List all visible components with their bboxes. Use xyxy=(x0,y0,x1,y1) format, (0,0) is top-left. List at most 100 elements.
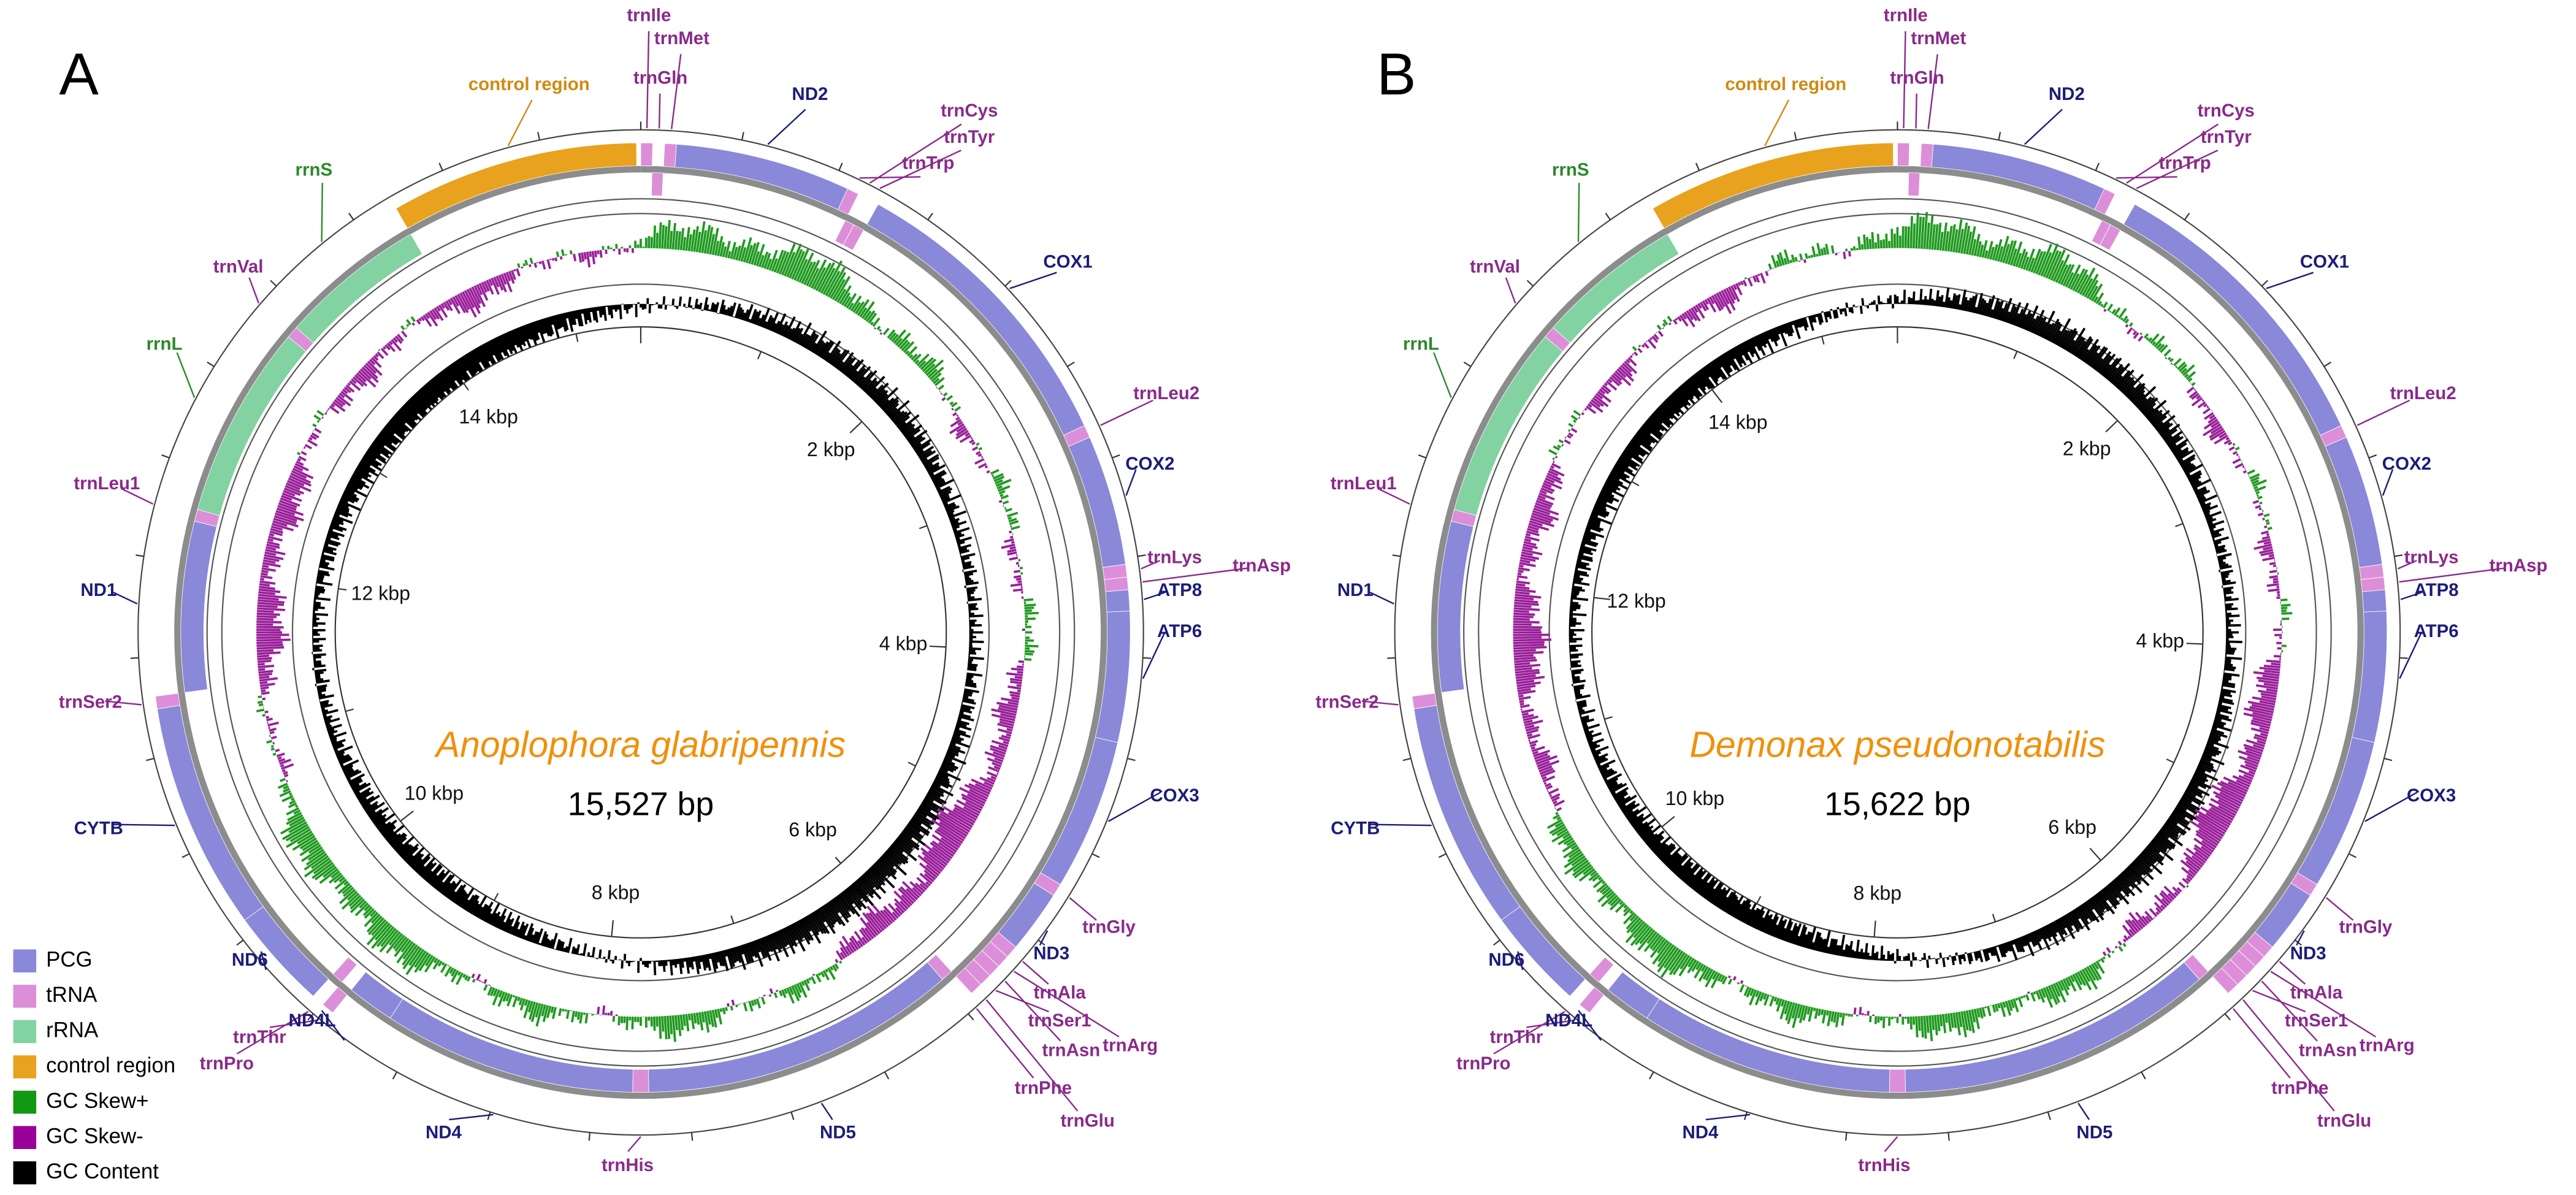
scale-tick xyxy=(1604,716,1613,720)
gene-label: trnGln xyxy=(1890,67,1944,88)
gene-label: trnMet xyxy=(654,28,709,48)
genome-map: B 2 kbp 4 kbp 6 kbp 8 kbp 10 kbp 12 kbp 14 kbp t… xyxy=(1315,6,2547,1175)
gene-label: trnSer1 xyxy=(1028,1010,1091,1031)
leader-line xyxy=(2136,150,2219,189)
panel-letter: B xyxy=(1377,42,1416,107)
scale-tick xyxy=(757,351,762,360)
gene-segment xyxy=(2212,968,2238,994)
gene-label: trnGlu xyxy=(1060,1111,1114,1131)
legend-swatch xyxy=(13,1161,37,1185)
leader-line xyxy=(820,1102,833,1120)
outer-tick xyxy=(1387,657,1396,659)
scale-tick xyxy=(1756,896,1762,904)
gc-skew-positive xyxy=(1546,212,2293,1042)
leader-line xyxy=(2266,272,2314,289)
gene-label: ATP8 xyxy=(1157,580,1202,600)
leader-line xyxy=(2126,123,2219,184)
leader-line xyxy=(2296,930,2305,946)
outer-tick xyxy=(1137,554,1146,557)
gene-label: rrnL xyxy=(1403,334,1439,354)
gc-skew-negative xyxy=(1513,251,2282,1017)
outer-tick xyxy=(1067,361,1075,367)
ring-line xyxy=(221,213,1061,1052)
gene-label: trnAsp xyxy=(2490,556,2548,576)
scale-label: 8 kbp xyxy=(592,882,640,904)
scale-tick xyxy=(1821,336,1825,345)
gene-label: trnPhe xyxy=(2271,1078,2328,1098)
outer-tick xyxy=(2383,757,2393,762)
legend-label: GC Content xyxy=(46,1159,159,1183)
gene-segment xyxy=(197,336,307,516)
gene-segment xyxy=(2238,941,2265,967)
outer-tick xyxy=(838,162,843,171)
leader-line xyxy=(2326,897,2354,921)
scale-tick xyxy=(849,421,863,433)
gene-segment xyxy=(1579,987,1605,1014)
leader-line xyxy=(269,1019,319,1028)
legend-label: rRNA xyxy=(46,1018,99,1042)
ring-line xyxy=(1478,213,2317,1052)
gene-label: ND6 xyxy=(232,950,268,970)
gene-label: ATP6 xyxy=(2414,621,2459,641)
leader-line xyxy=(321,1010,345,1041)
gene-label: trnGlu xyxy=(2317,1111,2371,1131)
legend-swatch xyxy=(13,1126,37,1149)
legend-swatch xyxy=(13,985,37,1008)
leader-line xyxy=(995,990,1049,1013)
leader-line xyxy=(1022,961,1049,985)
leader-line xyxy=(1433,352,1452,398)
outer-tick xyxy=(392,1071,398,1080)
gene-segment xyxy=(1413,704,1521,921)
gene-label: trnGln xyxy=(633,67,687,88)
gene-label: trnLeu2 xyxy=(1133,383,1199,403)
gene-segment xyxy=(194,509,220,527)
gene-label: CYTB xyxy=(74,819,123,839)
scale-label: 12 kbp xyxy=(1607,590,1665,612)
species-name: Anoplophora glabripennis xyxy=(434,725,846,765)
leader-line xyxy=(658,93,661,129)
gene-segment xyxy=(663,143,677,168)
scale-tick xyxy=(380,472,388,478)
gene-segment xyxy=(837,188,859,215)
gene-segment xyxy=(2094,188,2115,215)
leader-line xyxy=(1903,31,1906,129)
gene-segment xyxy=(640,142,653,167)
scale-label: 8 kbp xyxy=(1854,882,1902,904)
outer-tick xyxy=(1605,212,1611,221)
outer-tick xyxy=(2394,554,2403,557)
outer-tick xyxy=(1463,361,1472,367)
ring-line xyxy=(1463,198,2332,1067)
gene-label: trnAsn xyxy=(1042,1040,1100,1060)
gene-segment xyxy=(1437,521,1474,693)
scale-tick xyxy=(338,588,347,591)
gene-label: CYTB xyxy=(1331,819,1380,839)
leader-line xyxy=(1526,1019,1575,1028)
gene-label: trnTyr xyxy=(944,127,995,147)
outer-tick xyxy=(348,212,354,221)
gc-skew-positive xyxy=(256,220,1039,1042)
scale-label: 4 kbp xyxy=(879,632,928,654)
outer-tick xyxy=(1438,853,1447,858)
scale-label: 6 kbp xyxy=(2048,816,2096,838)
outer-tick xyxy=(2399,657,2408,659)
gene-label: control region xyxy=(468,74,590,94)
gene-segment xyxy=(351,971,403,1019)
leader-line xyxy=(1578,1010,1602,1041)
gene-segment xyxy=(1908,172,1921,197)
outer-tick xyxy=(1392,554,1401,557)
gene-segment xyxy=(1652,142,1894,229)
gene-label: trnCys xyxy=(2198,101,2255,121)
genome-map: A 2 kbp 4 kbp 6 kbp 8 kbp 10 kbp 12 kbp 14 kbp t… xyxy=(59,6,1291,1175)
scale-tick xyxy=(2013,351,2018,359)
gene-label: ND3 xyxy=(2290,943,2326,963)
leader-line xyxy=(2270,971,2377,1038)
scale-label: 14 kbp xyxy=(459,406,518,428)
gene-label: ND4 xyxy=(426,1122,462,1142)
leader-line xyxy=(1361,700,1399,706)
scale-label: 6 kbp xyxy=(789,819,837,841)
gene-label: ND2 xyxy=(792,84,828,104)
gene-label: trnTrp xyxy=(2159,153,2211,174)
leader-line xyxy=(105,700,142,706)
outer-tick xyxy=(1004,280,1012,287)
outer-tick xyxy=(130,657,139,659)
